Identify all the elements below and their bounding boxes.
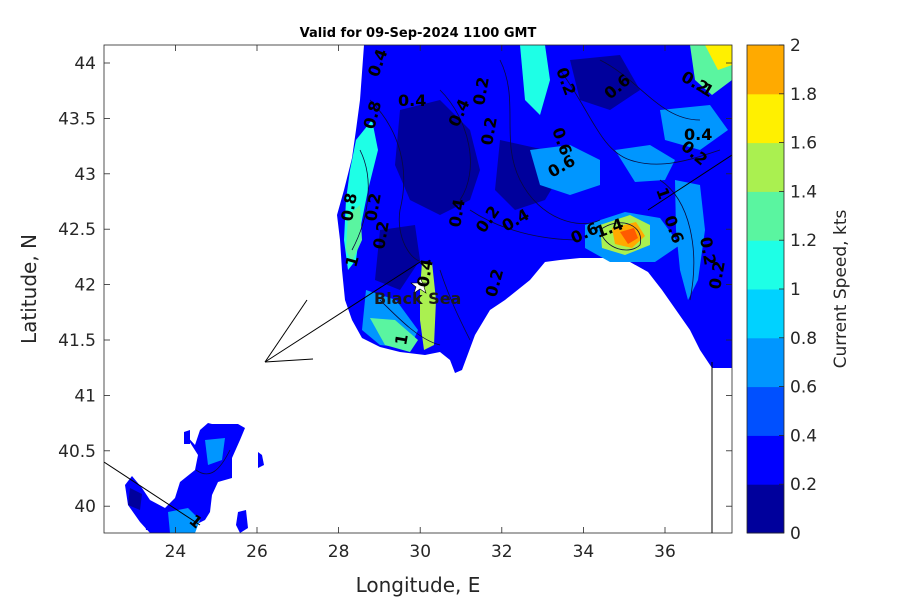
high-speed-eddy bbox=[620, 228, 638, 244]
colorbar-tick-label: 0.8 bbox=[790, 329, 817, 349]
aegean-region-fragment bbox=[236, 510, 248, 533]
y-tick-label: 43 bbox=[74, 165, 96, 185]
x-tick-label: 28 bbox=[328, 542, 350, 562]
coastal-jet-west bbox=[346, 205, 362, 262]
contour-label: 0.2 bbox=[696, 235, 720, 266]
colorbar-tick-label: 1.4 bbox=[790, 182, 817, 202]
colorbar-swatches bbox=[747, 45, 784, 534]
colorbar-swatch bbox=[747, 289, 784, 339]
colorbar-label: Current Speed, kts bbox=[831, 210, 851, 369]
y-tick-label: 44 bbox=[74, 54, 96, 74]
colorbar-tick-label: 0.4 bbox=[790, 426, 817, 446]
y-tick-label: 43.5 bbox=[58, 109, 96, 129]
contour-lines bbox=[195, 59, 721, 475]
colorbar-tick-label: 1 bbox=[790, 280, 801, 300]
map-title: Valid for 09-Sep-2024 1100 GMT bbox=[300, 26, 537, 41]
colorbar-swatch bbox=[747, 435, 784, 485]
contour-label: 0.2 bbox=[477, 115, 501, 146]
y-axis: 44 43.5 43 42.5 42 41.5 41 40.5 40 bbox=[58, 54, 732, 517]
contour-label: 1 bbox=[391, 332, 412, 346]
x-axis-label: Longitude, E bbox=[356, 573, 481, 597]
x-tick-label: 36 bbox=[654, 542, 676, 562]
eastern-jet bbox=[520, 45, 550, 115]
contour-label: 0.2 bbox=[361, 191, 385, 222]
contour-label: 1 bbox=[342, 253, 363, 269]
contour-label: 0.4 bbox=[413, 257, 437, 288]
sea-region-low-speed bbox=[570, 55, 640, 110]
location-star-icon bbox=[410, 276, 430, 294]
vector-lines bbox=[104, 154, 732, 533]
colorbar-tick-label: 0.6 bbox=[790, 378, 817, 398]
black-sea-label: Black Sea bbox=[374, 289, 461, 308]
y-tick-label: 40.5 bbox=[58, 442, 96, 462]
aegean-region-low bbox=[128, 488, 142, 510]
axes-box bbox=[103, 44, 733, 534]
aegean-region-medium bbox=[205, 438, 225, 465]
x-tick-label: 34 bbox=[573, 542, 595, 562]
sea-region-low-speed bbox=[375, 225, 420, 290]
colorbar-swatch bbox=[747, 142, 784, 192]
colorbar-swatch bbox=[747, 337, 784, 388]
x-tick-label: 26 bbox=[246, 542, 268, 562]
y-tick-label: 42 bbox=[74, 276, 96, 296]
x-tick-label: 32 bbox=[491, 542, 513, 562]
contour-label: 0.4 bbox=[445, 197, 469, 228]
colorbar-swatch bbox=[747, 45, 784, 95]
colorbar-swatch bbox=[747, 386, 784, 436]
y-tick-label: 41.5 bbox=[58, 331, 96, 351]
contour-label: 0.8 bbox=[337, 191, 361, 222]
contour-label: 0.4 bbox=[684, 125, 712, 144]
sea-region-medium-speed bbox=[660, 105, 728, 150]
bosporus-jet bbox=[370, 318, 418, 352]
colorbar-tick-label: 2 bbox=[790, 36, 801, 56]
contour-label: 0.2 bbox=[705, 259, 729, 290]
y-tick-label: 42.5 bbox=[58, 220, 96, 240]
y-axis-label: Latitude, N bbox=[17, 234, 41, 344]
y-tick-label: 40 bbox=[74, 497, 96, 517]
x-axis: 24 26 28 30 32 34 36 bbox=[165, 45, 676, 562]
eastern-jet bbox=[705, 45, 732, 70]
colorbar-swatch bbox=[747, 191, 784, 241]
contour-label: 0.2 bbox=[469, 75, 493, 106]
aegean-region-fragment bbox=[144, 516, 154, 530]
colorbar-ticks: 2 1.8 1.6 1.4 1.2 1 0.8 0.6 0.4 0.2 0 bbox=[779, 36, 817, 544]
sea-region-low-speed bbox=[395, 100, 480, 215]
sea-region-medium-speed bbox=[530, 145, 600, 195]
x-tick-label: 24 bbox=[165, 542, 187, 562]
eastern-coastal-band bbox=[675, 180, 705, 300]
colorbar-tick-label: 0 bbox=[790, 524, 801, 544]
aegean-region-fragment bbox=[258, 452, 264, 468]
contour-label: 0.2 bbox=[369, 219, 393, 250]
y-tick-label: 41 bbox=[74, 386, 96, 406]
aegean-region-medium bbox=[168, 508, 200, 533]
x-tick-label: 30 bbox=[409, 542, 431, 562]
colorbar-tick-label: 0.2 bbox=[790, 475, 817, 495]
colorbar-tick-label: 1.8 bbox=[790, 85, 817, 105]
colorbar-swatch bbox=[747, 93, 784, 144]
contour-label: 0.4 bbox=[398, 91, 426, 110]
colorbar-swatch bbox=[747, 240, 784, 290]
aegean-region-fragment bbox=[184, 430, 190, 444]
colorbar: 2 1.8 1.6 1.4 1.2 1 0.8 0.6 0.4 0.2 0 Current Spee… bbox=[746, 36, 851, 544]
colorbar-tick-label: 1.2 bbox=[790, 231, 817, 251]
colorbar-tick-label: 1.6 bbox=[790, 134, 817, 154]
colorbar-swatch bbox=[747, 484, 784, 534]
